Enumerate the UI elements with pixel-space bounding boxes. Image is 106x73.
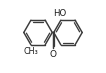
Text: HO: HO — [54, 9, 67, 18]
Text: CH₃: CH₃ — [23, 47, 38, 56]
Text: O: O — [50, 50, 57, 59]
